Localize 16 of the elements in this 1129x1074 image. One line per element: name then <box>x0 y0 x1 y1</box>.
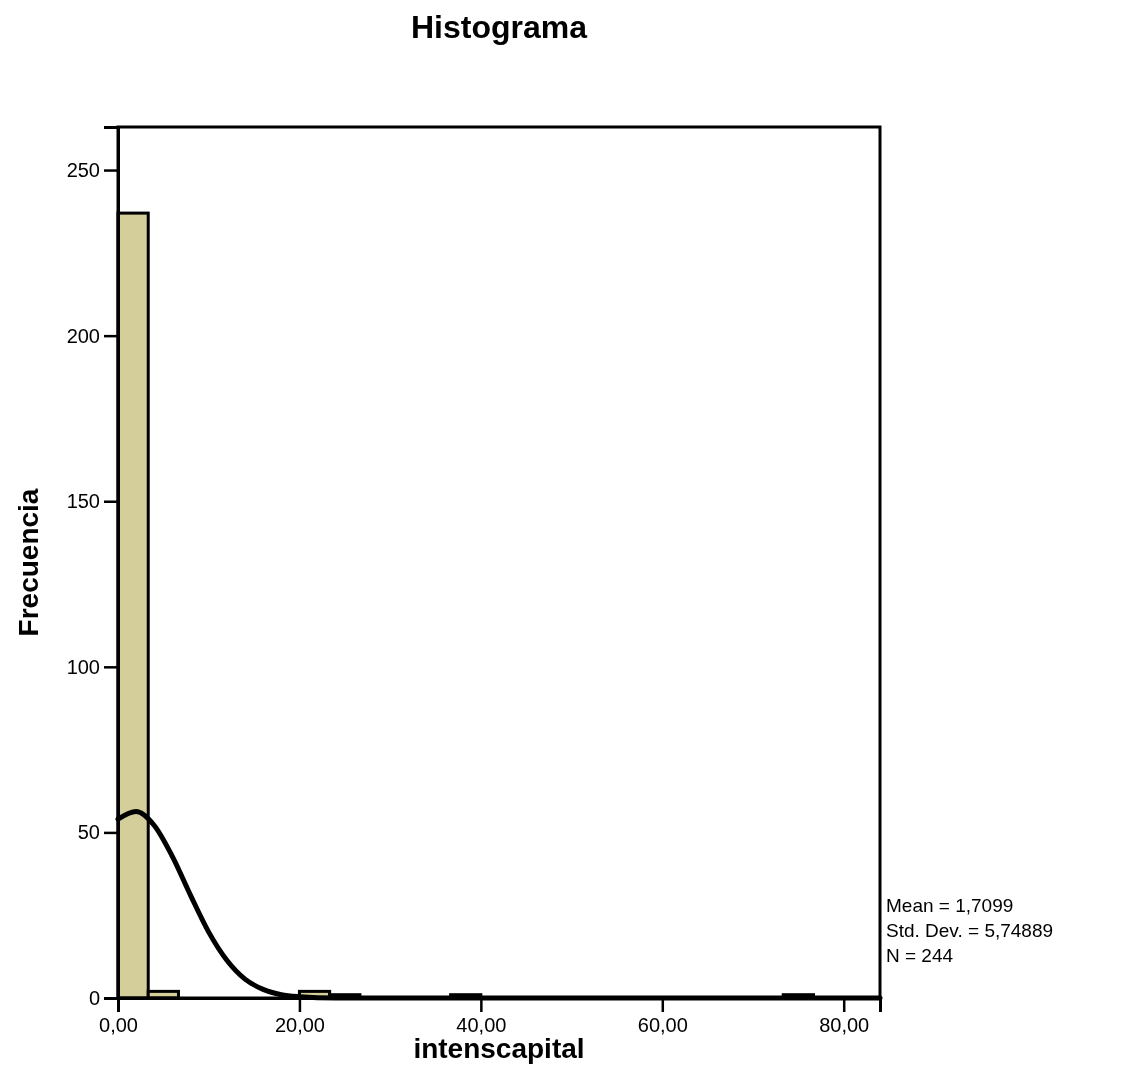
text: N = 244 <box>886 945 954 966</box>
text: Mean = 1,7099 <box>886 895 1014 916</box>
x-tick-label: 0,00 <box>99 1014 138 1037</box>
chart-title: Histograma <box>410 9 588 45</box>
x-tick-label: 80,00 <box>819 1014 870 1037</box>
x-tick-label: 60,00 <box>637 1014 688 1037</box>
y-tick-label: 50 <box>77 821 100 844</box>
y-tick-label: 0 <box>88 986 100 1009</box>
y-tick-label: 100 <box>66 655 100 678</box>
text: Std. Dev. = 5,74889 <box>886 920 1054 941</box>
y-tick-label: 200 <box>66 324 100 347</box>
y-tick-label: 150 <box>66 490 100 513</box>
y-axis-title: Frecuencia <box>13 488 44 637</box>
x-tick-label: 40,00 <box>456 1014 507 1037</box>
y-tick-label: 250 <box>66 158 100 181</box>
x-tick-label: 20,00 <box>274 1014 325 1037</box>
